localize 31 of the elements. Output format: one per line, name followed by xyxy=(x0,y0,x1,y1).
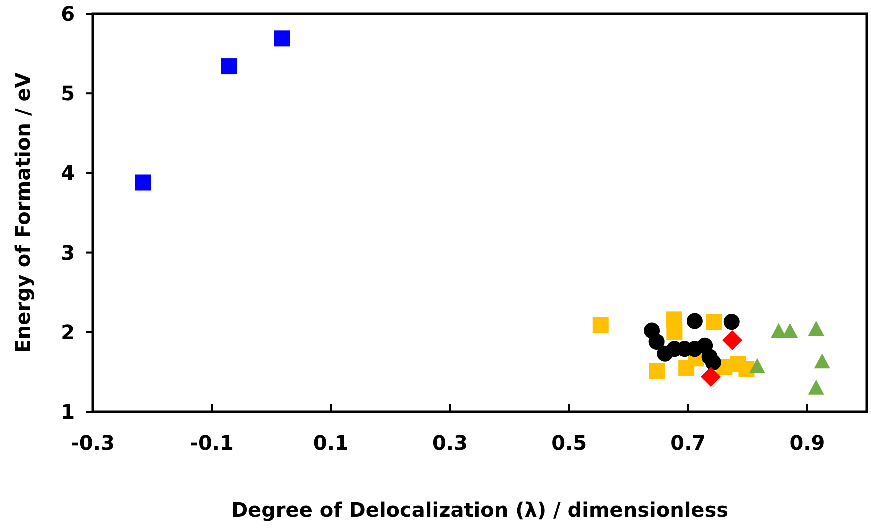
point xyxy=(648,334,665,350)
point xyxy=(706,314,722,330)
point xyxy=(686,313,703,330)
x-axis-title: Degree of Delocalization (λ) / dimensionless xyxy=(231,498,729,522)
y-tick-label: 4 xyxy=(61,161,75,186)
y-axis-title: Energy of Formation / eV xyxy=(11,72,35,354)
point xyxy=(701,366,722,387)
point xyxy=(649,363,666,380)
point xyxy=(221,58,238,75)
point xyxy=(666,324,683,340)
y-tick-label: 2 xyxy=(61,320,75,344)
x-tick-label: 0.1 xyxy=(313,431,349,455)
point xyxy=(738,361,755,378)
x-tick-label: 0.3 xyxy=(432,431,468,455)
point xyxy=(135,174,152,191)
x-tick-label: -0.3 xyxy=(71,431,115,455)
point xyxy=(724,314,740,330)
point xyxy=(705,354,722,371)
point xyxy=(814,354,830,369)
y-tick-label: 3 xyxy=(61,240,75,265)
point xyxy=(592,317,609,334)
point xyxy=(722,330,742,350)
x-tick-label: 0.7 xyxy=(670,431,706,455)
x-tick-label: 0.5 xyxy=(552,431,588,455)
x-tick-label: 0.9 xyxy=(790,431,826,455)
x-tick-label: -0.1 xyxy=(190,431,234,455)
y-tick-label: 6 xyxy=(61,2,75,26)
point xyxy=(808,321,824,336)
y-tick-label: 5 xyxy=(61,82,75,106)
y-tick-label: 1 xyxy=(61,400,75,424)
point xyxy=(274,30,290,47)
